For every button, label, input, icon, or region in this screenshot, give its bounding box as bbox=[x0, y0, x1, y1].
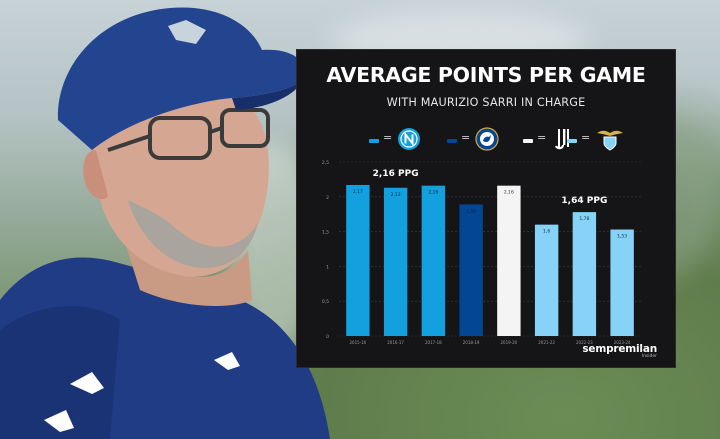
y-tick-label: 2 bbox=[326, 195, 329, 201]
bar-2017-18 bbox=[421, 185, 446, 336]
y-tick-label: 1 bbox=[326, 264, 329, 270]
lazio-logo-icon bbox=[597, 130, 623, 151]
legend-swatch-napoli bbox=[369, 139, 379, 143]
bar-value-label: 1,6 bbox=[543, 229, 550, 235]
legend-equals: = bbox=[581, 131, 591, 144]
x-tick-label: 2022-23 bbox=[576, 340, 593, 345]
x-tick-label: 2019-20 bbox=[501, 340, 518, 345]
chelsea-logo-icon bbox=[475, 127, 499, 151]
x-tick-label: 2016-17 bbox=[387, 340, 404, 345]
coach-photo bbox=[0, 7, 330, 439]
legend-equals: = bbox=[383, 131, 393, 144]
x-tick-label: 2023-24 bbox=[614, 340, 631, 345]
y-tick-label: 0 bbox=[326, 334, 329, 340]
bar-value-label: 1,78 bbox=[579, 216, 589, 222]
bar-2022-23 bbox=[572, 212, 597, 336]
chart-title: AVERAGE POINTS PER GAME bbox=[326, 63, 646, 87]
ppg-annotation: 2,16 PPG bbox=[373, 169, 419, 179]
y-tick-label: 0,5 bbox=[322, 299, 329, 305]
x-tick-label: 2018-19 bbox=[463, 340, 480, 345]
y-tick-label: 2,5 bbox=[322, 160, 329, 166]
brand-logo: sempremilan Insider bbox=[582, 343, 657, 359]
bar-value-label: 2,16 bbox=[428, 190, 438, 196]
bar-value-label: 1,89 bbox=[466, 208, 476, 214]
bar-2018-19 bbox=[459, 204, 483, 336]
legend-swatch-lazio bbox=[567, 139, 577, 143]
bar-value-label: 2,16 bbox=[504, 190, 514, 196]
legend-equals: = bbox=[461, 131, 471, 144]
brand-name: sempremilan bbox=[582, 343, 657, 355]
chart-subtitle: WITH MAURIZIO SARRI IN CHARGE bbox=[386, 96, 586, 109]
bar-chart: 0 0,5 1 1,5 2 2,5 2,17 2015-16 2,13 2016-17 2,16 20… bbox=[322, 160, 641, 345]
y-tick-label: 1,5 bbox=[322, 230, 329, 236]
bar-value-label: 1,53 bbox=[617, 234, 627, 240]
bar-2019-20 bbox=[497, 185, 521, 336]
legend-swatch-juventus bbox=[523, 139, 533, 143]
bar-2016-17 bbox=[383, 187, 408, 336]
legend-swatch-chelsea bbox=[447, 139, 457, 143]
brand-tagline: Insider bbox=[641, 354, 657, 359]
bar-value-label: 2,13 bbox=[391, 192, 401, 198]
bar-2015-16 bbox=[346, 184, 370, 336]
ppg-annotation: 1,64 PPG bbox=[561, 196, 607, 206]
bar-value-label: 2,17 bbox=[353, 189, 363, 195]
chart-legend: = = = bbox=[297, 127, 675, 153]
legend-equals: = bbox=[537, 131, 547, 144]
napoli-logo-icon bbox=[398, 128, 420, 150]
chart-panel: AVERAGE POINTS PER GAME WITH MAURIZIO SA… bbox=[296, 49, 676, 368]
x-tick-label: 2017-18 bbox=[425, 340, 442, 345]
x-tick-label: 2021-22 bbox=[538, 340, 555, 345]
bar-2023-24 bbox=[610, 229, 634, 336]
juventus-logo-icon bbox=[554, 129, 569, 150]
bar-2021-22 bbox=[534, 224, 559, 336]
x-tick-label: 2015-16 bbox=[350, 340, 367, 345]
